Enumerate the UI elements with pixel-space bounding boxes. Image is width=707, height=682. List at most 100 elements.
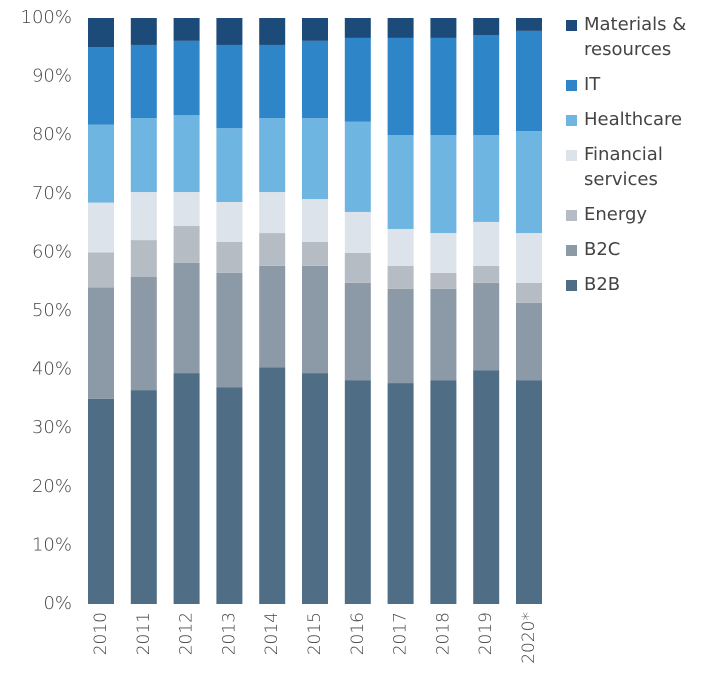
legend-swatch xyxy=(566,20,577,31)
bar-segment xyxy=(88,252,114,288)
bar-segment xyxy=(88,398,114,604)
x-tick-label: 2013 xyxy=(219,612,239,655)
bar-segment xyxy=(516,380,542,604)
x-tick-label: 2018 xyxy=(433,612,453,655)
bar-segment xyxy=(430,272,457,289)
legend-item: B2C xyxy=(566,237,701,262)
bar-segment xyxy=(302,373,328,604)
bar-segment xyxy=(130,192,157,241)
bar-segment xyxy=(173,373,200,604)
bar-segment xyxy=(473,282,500,371)
bar-segment xyxy=(259,18,286,45)
bar-segment xyxy=(473,18,500,35)
bar-segment xyxy=(430,37,457,136)
bar-segment xyxy=(387,265,414,289)
bar-segment xyxy=(387,288,414,384)
y-tick-label: 0% xyxy=(43,593,72,614)
bar-segment xyxy=(88,47,114,125)
bar-segment xyxy=(473,221,500,266)
bar-segment xyxy=(516,302,542,381)
bar-segment xyxy=(344,18,371,38)
bar-segment xyxy=(216,44,243,129)
legend-item: B2B xyxy=(566,272,701,297)
bar-segment xyxy=(173,115,200,193)
legend-item: Financial services xyxy=(566,142,701,192)
bar-segment xyxy=(344,252,371,283)
bar-segment xyxy=(216,241,243,273)
bar-segment xyxy=(430,380,457,604)
legend-item: Materials & resources xyxy=(566,12,701,62)
bar-segment xyxy=(302,265,328,374)
bar-segment xyxy=(302,199,328,242)
x-tick-label: 2014 xyxy=(262,612,282,655)
y-tick-label: 40% xyxy=(32,359,72,380)
bar-segment xyxy=(130,277,157,391)
bar-segment xyxy=(88,124,114,203)
legend-swatch xyxy=(566,80,577,91)
bar-segment xyxy=(88,18,114,48)
bar-segment xyxy=(216,387,243,604)
bar-segment xyxy=(130,18,157,45)
legend-swatch xyxy=(566,150,577,161)
bar-segment xyxy=(473,265,500,283)
legend-label: B2C xyxy=(584,239,621,260)
bar-segment xyxy=(387,228,414,266)
bar-segment xyxy=(130,390,157,604)
bar-segment xyxy=(88,287,114,399)
bar-segment xyxy=(516,30,542,132)
x-tick-label: 2017 xyxy=(391,612,411,655)
bar-segment xyxy=(259,118,286,193)
legend-swatch xyxy=(566,115,577,126)
legend-label: Energy xyxy=(584,204,648,225)
bar-segment xyxy=(130,240,157,278)
bar-segment xyxy=(387,135,414,229)
bar-segment xyxy=(516,18,542,31)
x-tick-label: 2011 xyxy=(134,612,154,655)
bar-segment xyxy=(216,202,243,242)
bar-segment xyxy=(173,192,200,227)
x-tick-label: 2020* xyxy=(519,612,539,664)
y-tick-label: 90% xyxy=(32,66,72,87)
legend-item: IT xyxy=(566,72,701,97)
bar-segment xyxy=(302,18,328,41)
x-tick-label: 2012 xyxy=(177,612,197,655)
legend-item: Healthcare xyxy=(566,107,701,132)
bar-segment xyxy=(430,18,457,38)
legend-label: B2B xyxy=(584,274,621,295)
bar-segment xyxy=(302,241,328,266)
bar-segment xyxy=(173,262,200,374)
bar-segment xyxy=(173,18,200,41)
legend-label: IT xyxy=(584,74,601,95)
bar-segment xyxy=(259,44,286,119)
y-tick-label: 100% xyxy=(21,7,72,28)
bar-segment xyxy=(216,128,243,203)
bar-segment xyxy=(473,34,500,136)
bar-segment xyxy=(216,272,243,388)
bar-segment xyxy=(259,233,286,266)
x-tick-label: 2010 xyxy=(91,612,111,655)
bar-segment xyxy=(88,202,114,253)
legend-item: Energy xyxy=(566,202,701,227)
bar-segment xyxy=(130,44,157,119)
bar-segment xyxy=(259,367,286,604)
bar-segment xyxy=(344,211,371,253)
bar-segment xyxy=(516,233,542,283)
y-tick-label: 30% xyxy=(32,417,72,438)
bar-segment xyxy=(387,383,414,604)
bar-segment xyxy=(216,18,243,45)
legend-swatch xyxy=(566,210,577,221)
legend-label: Healthcare xyxy=(584,109,683,130)
bar-segment xyxy=(387,18,414,38)
bar-segment xyxy=(344,121,371,212)
bar-segment xyxy=(302,118,328,200)
bar-segment xyxy=(387,37,414,136)
bar-segment xyxy=(130,118,157,193)
y-tick-label: 70% xyxy=(32,183,72,204)
y-tick-label: 20% xyxy=(32,476,72,497)
y-tick-label: 10% xyxy=(32,534,72,555)
bar-segment xyxy=(430,233,457,273)
bar-segment xyxy=(344,37,371,122)
bar-segment xyxy=(473,135,500,222)
